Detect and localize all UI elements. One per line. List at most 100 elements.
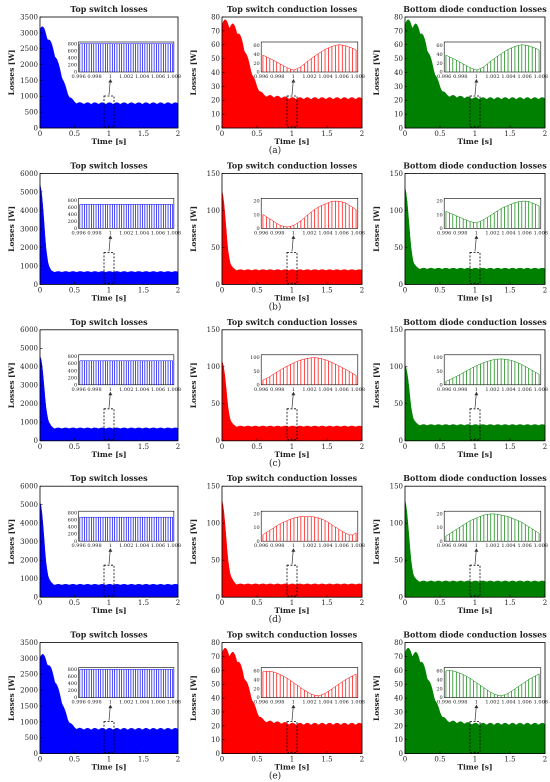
panel-title: Top switch conduction losses [227, 473, 358, 483]
inset-envelope [262, 200, 357, 228]
zoom-marker-box [103, 721, 115, 753]
y-axis-label: Losses [W] [189, 50, 198, 96]
inset-x-tick-label: 1.002 [485, 230, 499, 236]
y-tick-label: 1500 [20, 77, 38, 85]
x-tick-label: 1.5 [504, 756, 515, 764]
y-tick-label: 50 [211, 557, 220, 565]
inset-x-tick-label: 1.006 [151, 387, 165, 393]
inset-y-tick-label: 200 [68, 63, 78, 69]
y-tick-label: 1000 [20, 93, 38, 101]
y-tick-label: 70 [394, 27, 403, 35]
x-tick-label: 1.5 [138, 130, 149, 138]
axes-frame [404, 329, 546, 442]
inset-y-tick-label: 400 [68, 368, 78, 374]
inset-x-tick-label: 0.998 [453, 700, 467, 706]
y-tick-label: 60 [211, 41, 220, 49]
inset-x-tick-label: 1.008 [167, 74, 181, 80]
zoom-marker-box [286, 721, 298, 753]
zoom-arrowhead [474, 235, 479, 239]
inset-x-tick-label: 1.008 [167, 387, 181, 393]
y-tick-label: 150 [207, 326, 220, 334]
inset-x-tick-label: 1.002 [302, 230, 316, 236]
inset-frame [260, 667, 359, 698]
inset-x-tick-label: 1.006 [518, 700, 532, 706]
x-tick-label: 0.5 [69, 756, 80, 764]
x-axis-label: Time [s] [91, 137, 126, 146]
y-tick-label: 0 [34, 437, 38, 445]
y-tick-label: 100 [390, 207, 403, 215]
x-tick-label: 1.5 [138, 599, 149, 607]
y-tick-label: 1000 [20, 262, 38, 270]
zoom-arrowhead [291, 235, 296, 239]
inset-y-tick-label: 20 [436, 686, 442, 692]
zoom-marker-box [103, 95, 115, 128]
inset-frame [443, 41, 542, 73]
inset-y-tick-label: 20 [253, 512, 259, 518]
x-tick-label: 1 [473, 756, 477, 764]
series-envelope [404, 365, 546, 442]
axes-frame [39, 329, 179, 442]
y-tick-label: 1500 [20, 702, 38, 710]
inset-x-tick-label: 0.998 [453, 387, 467, 393]
zoom-arrowhead [108, 391, 113, 396]
series-envelope [39, 184, 179, 285]
zoom-marker-box [469, 95, 481, 128]
zoom-marker-box [103, 408, 115, 441]
inset-y-tick-label: 60 [436, 43, 442, 49]
y-tick-label: 1000 [20, 575, 38, 583]
inset-x-tick-label: 1 [475, 700, 478, 706]
inset-x-tick-label: 0.998 [453, 74, 467, 80]
x-axis-label: Time [s] [91, 293, 126, 302]
x-tick-label: 1.5 [321, 130, 332, 138]
zoom-marker-box [469, 721, 481, 753]
y-tick-label: 1000 [20, 718, 38, 726]
panel-title: Top switch losses [70, 160, 148, 170]
y-tick-label: 80 [211, 639, 220, 647]
y-tick-label: 20 [394, 97, 403, 105]
panel-b-3: Bottom diode conduction losses Losses [W]… [372, 160, 548, 302]
y-tick-label: 40 [394, 69, 403, 77]
y-tick-label: 0 [216, 594, 220, 602]
x-tick-label: 2 [360, 443, 364, 451]
x-axis-label: Time [s] [457, 450, 492, 459]
y-axis-label: Losses [W] [189, 362, 198, 408]
zoom-marker-box [103, 564, 115, 597]
row-label: (e) [269, 771, 281, 782]
y-tick-label: 100 [207, 207, 220, 215]
y-tick-label: 0 [216, 750, 220, 758]
inset-y-tick-label: 40 [436, 678, 442, 684]
inset-x-tick-label: 1 [292, 387, 295, 393]
inset-envelope [262, 671, 357, 696]
series-envelope [404, 500, 546, 598]
inset-x-tick-label: 0.998 [270, 74, 284, 80]
zoom-arrowhead [291, 704, 296, 709]
x-tick-label: 0.5 [69, 599, 80, 607]
y-tick-label: 100 [207, 363, 220, 371]
row-label: (b) [269, 301, 282, 312]
zoom-arrowhead [291, 391, 296, 396]
y-tick-label: 0 [216, 124, 220, 132]
x-tick-label: 1 [290, 130, 294, 138]
inset-x-tick-label: 1.002 [302, 74, 316, 80]
x-axis-label: Time [s] [457, 137, 492, 146]
inset-x-tick-label: 1.008 [351, 543, 365, 549]
inset-x-tick-label: 1.008 [351, 700, 365, 706]
inset-envelope [445, 513, 540, 537]
inset-x-tick-label: 1.002 [119, 74, 133, 80]
panel-a-1: Top switch losses Losses [W] Time [s] 0 500 1… [7, 4, 181, 146]
zoom-arrowhead [474, 79, 479, 83]
inset-x-tick-label: 1.008 [167, 543, 181, 549]
y-tick-label: 0 [399, 750, 403, 758]
inset-x-tick-label: 0.998 [453, 230, 467, 236]
inset-x-tick-label: 0.998 [87, 700, 101, 706]
inset-x-tick-label: 1.002 [302, 387, 316, 393]
x-tick-label: 0.5 [434, 599, 445, 607]
inset-x-tick-label: 1.008 [534, 74, 548, 80]
x-tick-label: 0 [403, 286, 407, 294]
y-tick-label: 0 [399, 281, 403, 289]
y-axis-label: Losses [W] [189, 675, 198, 721]
x-tick-label: 0 [38, 599, 42, 607]
series-envelope [404, 19, 546, 129]
inset-y-tick-label: 400 [68, 525, 78, 531]
